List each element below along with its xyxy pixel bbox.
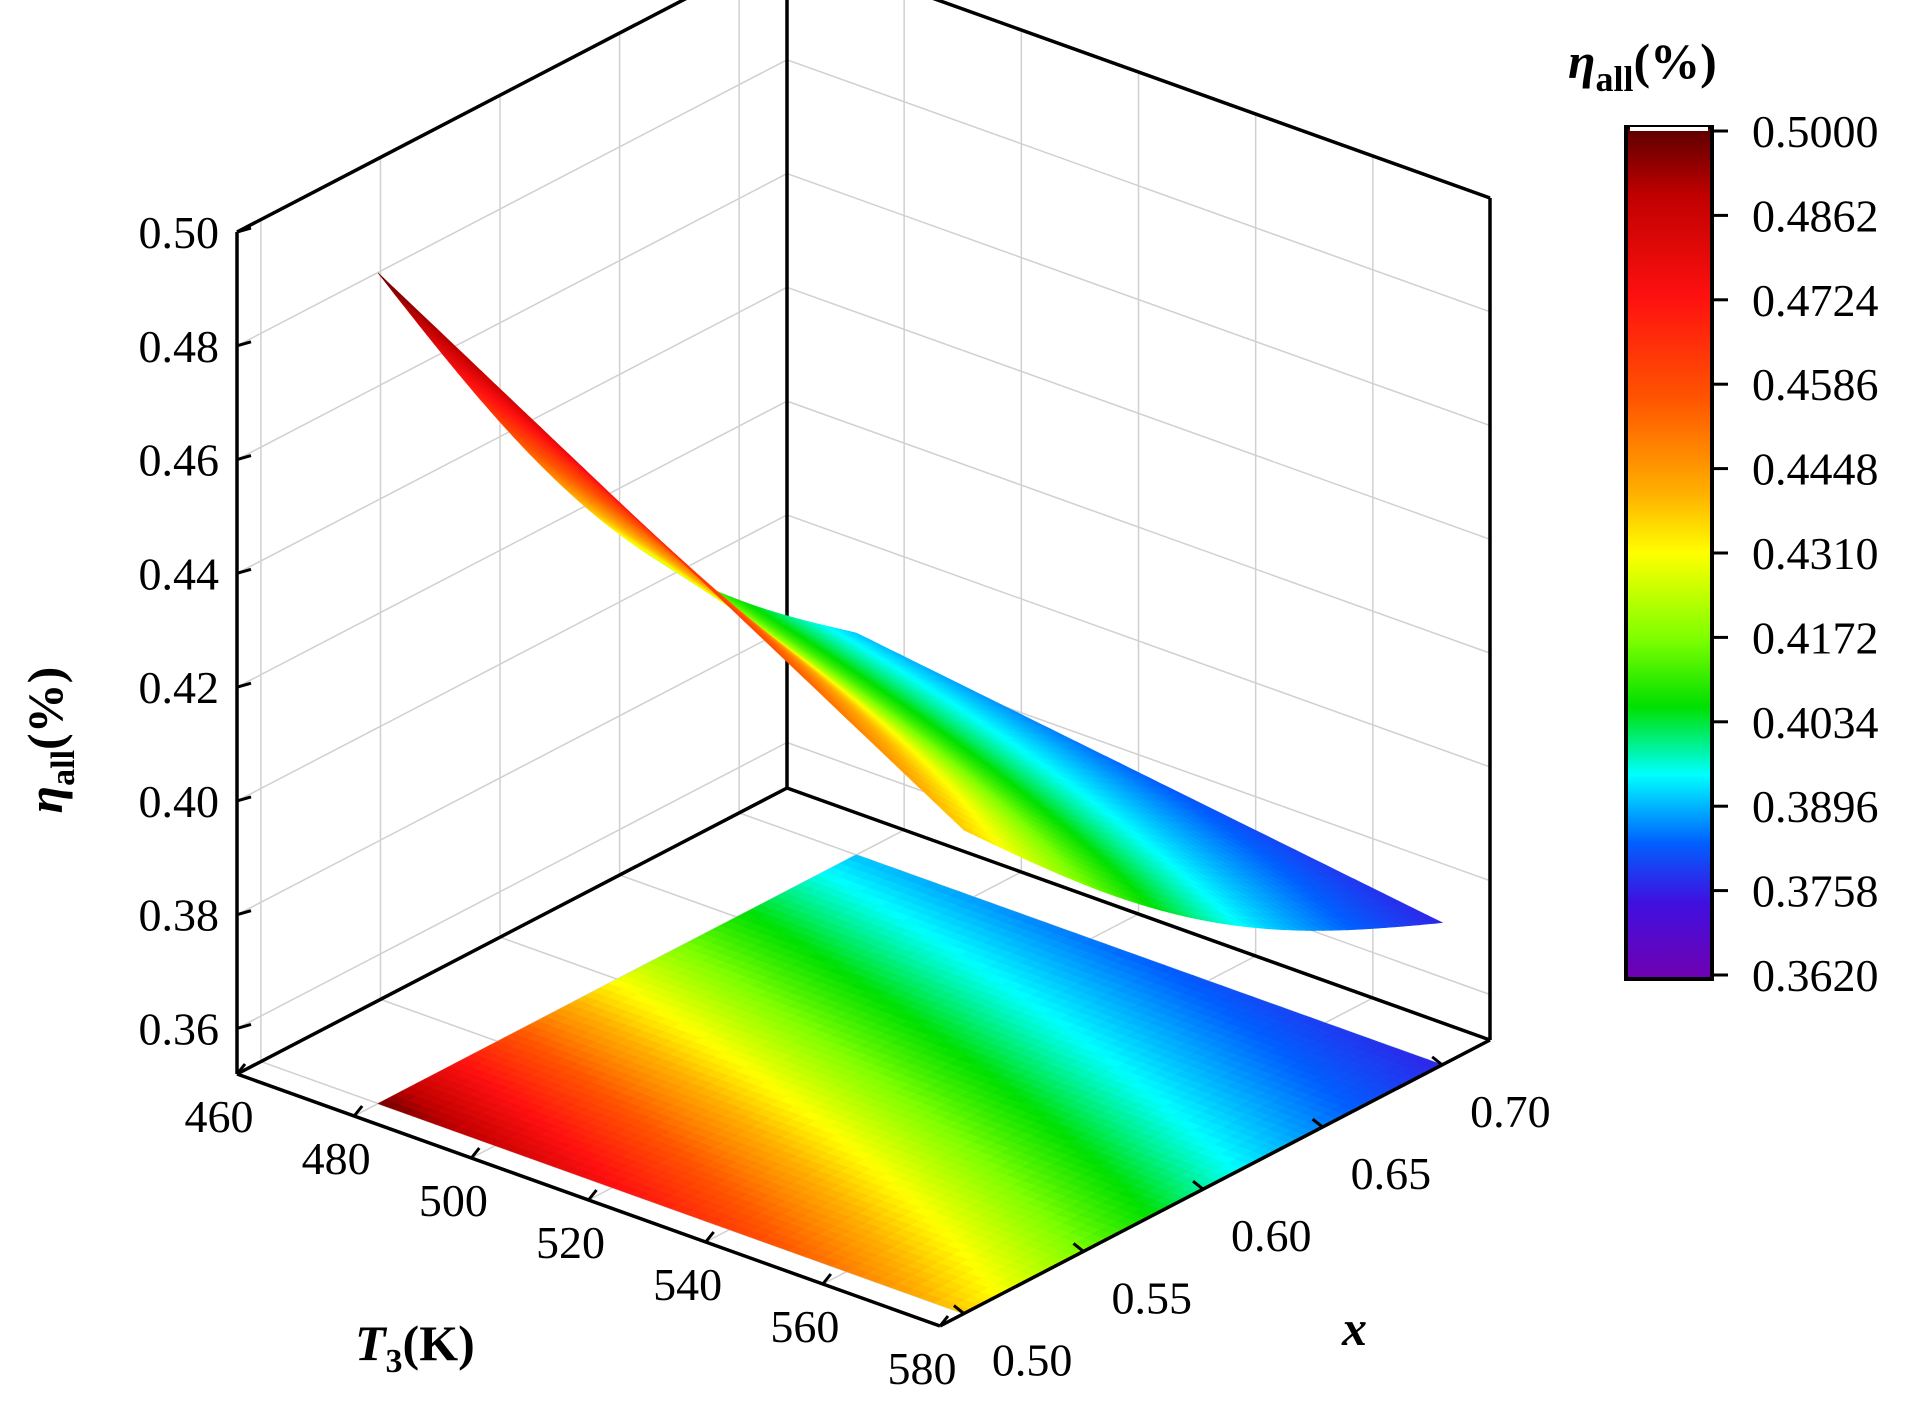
grid-line <box>236 0 685 233</box>
floor-back-edge <box>786 786 1491 1042</box>
x-axis-title: T3(K) <box>355 1315 475 1380</box>
z-tick-label: 0.50 <box>139 207 220 258</box>
y-axis-title: x <box>1341 1300 1367 1356</box>
svg-text:x: x <box>1341 1300 1367 1356</box>
colorbar-tick-label: 0.3896 <box>1752 781 1879 832</box>
x-axis-title-unit: (K) <box>403 1315 475 1371</box>
colorbar-tick-label: 0.4448 <box>1752 444 1879 495</box>
y-tick-label: 0.70 <box>1470 1086 1551 1137</box>
colorbar-tick-label: 0.3620 <box>1752 950 1879 1001</box>
colorbar-tick-label: 0.4586 <box>1752 359 1879 410</box>
z-axis-title-unit: (%) <box>17 667 73 750</box>
z-tick-mark <box>236 795 252 803</box>
grid-line <box>236 514 788 802</box>
y-axis-title-main: x <box>1341 1300 1367 1356</box>
surface-plot <box>377 272 1444 931</box>
z-tick-label: 0.38 <box>139 890 220 941</box>
colorbar-tick-label: 0.3758 <box>1752 866 1879 917</box>
top-left-edge <box>236 0 687 234</box>
x-axis-title-main: T <box>355 1315 388 1371</box>
z-tick-mark <box>236 340 252 348</box>
z-axis-title: ηall(%) <box>17 667 82 814</box>
grid-line <box>236 59 788 347</box>
grid-line <box>236 400 788 688</box>
grid-line <box>236 172 788 461</box>
surface-cell <box>392 286 416 311</box>
x-tick-label: 560 <box>770 1301 839 1352</box>
y-tick-label: 0.60 <box>1231 1210 1312 1261</box>
z-axis-title-main: η <box>17 786 73 813</box>
grid-line <box>236 741 788 1030</box>
z-tick-mark <box>236 567 252 575</box>
z-tick-label: 0.36 <box>139 1003 220 1054</box>
x-tick-label: 480 <box>302 1133 371 1184</box>
colorbar-tick-label: 0.4724 <box>1752 275 1879 326</box>
z-tick-label: 0.46 <box>139 435 220 486</box>
z-tick-mark <box>236 226 252 234</box>
colorbar-tick-label: 0.4862 <box>1752 190 1879 241</box>
svg-text:ηall(%): ηall(%) <box>1568 33 1717 99</box>
z-tick-mark <box>236 1023 252 1030</box>
svg-text:T3(K): T3(K) <box>355 1315 475 1380</box>
colorbar-ticks: 0.5000 0.4862 0.4724 0.4586 0.4448 0.4310 0.41… <box>1712 106 1879 1001</box>
z-tick-mark <box>236 909 252 917</box>
colorbar-tick-label: 0.4034 <box>1752 697 1879 748</box>
z-tick-label: 0.44 <box>139 548 220 599</box>
y-tick-label: 0.50 <box>992 1335 1073 1386</box>
floor-contour-projection <box>377 854 1443 1314</box>
colorbar-title-unit: (%) <box>1633 33 1716 89</box>
colorbar: ηall(%) 0.50000.48620.47240.45860.44480.… <box>1568 33 1879 1001</box>
x-tick-label: 500 <box>419 1175 488 1226</box>
z-tick-mark <box>236 454 252 462</box>
surface-cell <box>377 272 401 298</box>
z-tick-label: 0.48 <box>139 321 220 372</box>
colorbar-gradient <box>1624 125 1714 981</box>
x-tick-label: 460 <box>185 1091 254 1142</box>
colorbar-title-main: η <box>1568 33 1595 89</box>
floor-left-edge <box>236 786 788 1076</box>
svg-text:ηall(%): ηall(%) <box>17 667 82 814</box>
y-axis-line <box>939 1038 1491 1328</box>
z-tick-mark <box>236 681 252 689</box>
grid-line <box>236 628 788 916</box>
z-axis-title-sub: all <box>45 750 82 786</box>
y-tick-label: 0.55 <box>1111 1272 1192 1323</box>
x-axis-title-sub: 3 <box>386 1343 403 1380</box>
z-tick-label: 0.42 <box>139 662 220 713</box>
colorbar-tick-label: 0.4172 <box>1752 612 1879 663</box>
colorbar-tick-label: 0.5000 <box>1752 106 1879 157</box>
colorbar-title-sub: all <box>1595 59 1633 99</box>
top-back-edge <box>932 0 1491 200</box>
x-tick-label: 520 <box>536 1217 605 1268</box>
y-tick-label: 0.65 <box>1351 1148 1432 1199</box>
x-tick-label: 540 <box>653 1259 722 1310</box>
colorbar-tick-label: 0.4310 <box>1752 528 1879 579</box>
x-tick-label: 580 <box>888 1343 957 1394</box>
z-tick-label: 0.40 <box>139 776 220 827</box>
